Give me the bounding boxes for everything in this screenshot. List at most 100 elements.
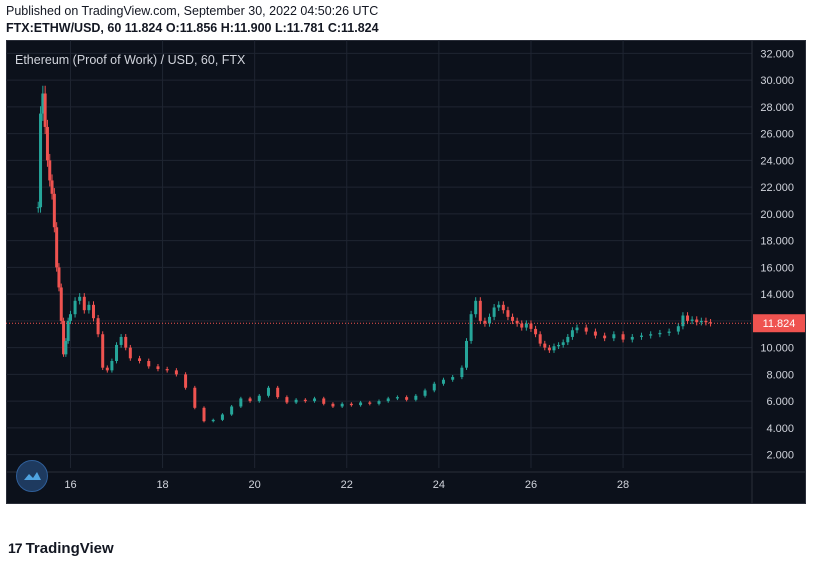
candle-body	[520, 323, 524, 328]
y-tick-label: 10.000	[760, 343, 794, 355]
candle-body	[575, 327, 579, 331]
candle-body	[257, 395, 261, 402]
y-tick-label: 14.000	[760, 289, 794, 301]
candle-body	[147, 361, 151, 367]
candle-body	[570, 330, 574, 337]
candle-body	[96, 318, 100, 335]
candle-body	[686, 315, 690, 321]
candle-body	[91, 304, 95, 319]
candle-body	[501, 304, 505, 311]
candle-body	[469, 314, 473, 341]
candle-body	[87, 304, 91, 311]
y-tick-label: 4.000	[766, 423, 794, 435]
candle-body	[483, 320, 487, 324]
candle-body	[630, 336, 634, 340]
open-label: O:	[165, 21, 180, 35]
candle-body	[464, 340, 468, 368]
candle-body	[43, 93, 47, 127]
price-chart[interactable]: 2.0004.0006.0008.00010.00012.00014.00016…	[6, 40, 806, 504]
candle-body	[474, 300, 478, 315]
y-tick-label: 22.000	[760, 182, 794, 194]
candle-body	[368, 402, 372, 404]
candle-body	[423, 390, 427, 396]
candle-body	[515, 320, 519, 324]
candle-body	[561, 342, 565, 345]
candle-body	[294, 399, 298, 403]
x-tick-label: 28	[617, 479, 629, 491]
symbol-label: FTX:ETHW/USD, 60	[6, 21, 122, 35]
candle-body	[699, 320, 703, 323]
candle-body	[359, 402, 363, 406]
candle-body	[101, 334, 105, 368]
close-value: 11.824	[341, 21, 379, 35]
candle-body	[55, 227, 59, 268]
candle-body	[667, 331, 671, 333]
candle-body	[202, 407, 206, 422]
candle-body	[524, 323, 528, 328]
candle-body	[45, 126, 49, 161]
candle-body	[124, 336, 128, 348]
candle-body	[676, 326, 680, 332]
candle-body	[73, 300, 77, 315]
candle-body	[39, 113, 43, 208]
y-tick-label: 20.000	[760, 209, 794, 221]
y-tick-label: 24.000	[760, 155, 794, 167]
candle-body	[639, 335, 643, 337]
tradingview-logo-icon: 17	[8, 540, 23, 556]
candle-body	[266, 387, 270, 396]
candle-body	[506, 310, 510, 317]
candle-body	[119, 336, 123, 345]
candle-body	[239, 398, 243, 407]
tradingview-cloud-icon[interactable]	[16, 460, 48, 492]
candle-body	[59, 287, 63, 321]
candle-body	[557, 344, 561, 347]
candle-body	[695, 319, 699, 323]
candle-body	[78, 296, 82, 301]
last-price-label: 11.824	[763, 318, 796, 330]
candle-body	[68, 314, 72, 321]
candle-body	[529, 323, 533, 329]
high-label: H:	[220, 21, 234, 35]
candle-body	[386, 398, 390, 402]
candle-body	[52, 193, 56, 228]
candle-body	[331, 403, 335, 407]
candle-body	[110, 361, 114, 371]
candle-body	[451, 377, 455, 380]
candle-body	[593, 331, 597, 336]
candle-body	[138, 358, 142, 361]
high-value: 11.900	[233, 21, 272, 35]
candle-body	[492, 307, 496, 317]
candle-body	[64, 340, 68, 355]
candle-body	[105, 367, 109, 371]
candle-body	[285, 397, 289, 403]
y-tick-label: 6.000	[766, 396, 794, 408]
x-tick-label: 16	[64, 479, 76, 491]
candle-body	[184, 374, 188, 388]
candle-body	[230, 406, 234, 415]
candle-body	[681, 315, 685, 327]
candle-body	[658, 332, 662, 335]
brand-name: TradingView	[25, 540, 114, 557]
candle-body	[603, 335, 607, 339]
candle-body	[690, 319, 694, 321]
candle-body	[405, 397, 409, 400]
candle-body	[377, 401, 381, 404]
x-tick-label: 18	[156, 479, 168, 491]
y-tick-label: 26.000	[760, 129, 794, 141]
footer-brand[interactable]: 17 TradingView	[8, 540, 114, 557]
candle-body	[566, 336, 570, 343]
candle-body	[432, 383, 436, 391]
candle-body	[128, 347, 132, 359]
candle-body	[460, 367, 464, 378]
candle-body	[57, 267, 61, 288]
candle-body	[621, 334, 625, 340]
y-tick-label: 30.000	[760, 75, 794, 87]
candle-body	[547, 347, 551, 351]
candle-body	[66, 320, 70, 341]
y-tick-label: 16.000	[760, 262, 794, 274]
candle-body	[511, 316, 515, 321]
candle-body	[709, 322, 713, 324]
candle-body	[534, 328, 538, 335]
candle-body	[48, 160, 52, 181]
x-tick-label: 22	[341, 479, 353, 491]
